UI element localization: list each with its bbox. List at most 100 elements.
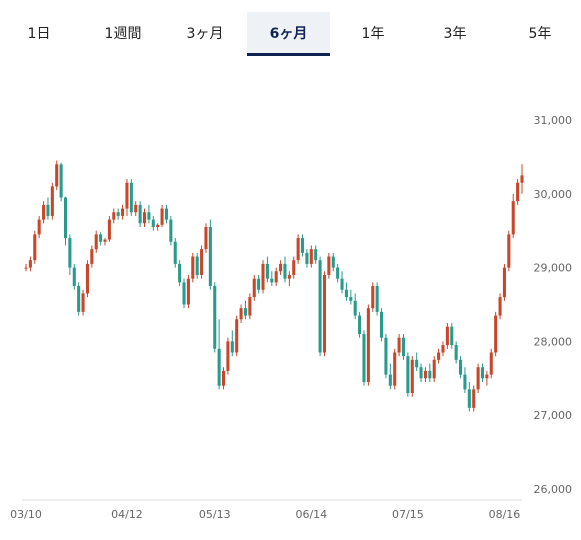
candle-body xyxy=(94,234,98,250)
candle-body xyxy=(331,256,335,268)
candle-body xyxy=(107,219,111,240)
x-tick-label: 08/16 xyxy=(489,508,521,521)
candle-body xyxy=(230,341,234,353)
candle-body xyxy=(406,356,410,394)
candle-body xyxy=(72,267,76,287)
candle-body xyxy=(300,238,305,253)
candle-body xyxy=(243,308,248,316)
candle-body xyxy=(138,204,142,224)
candle-body xyxy=(410,359,414,394)
candle-body xyxy=(340,278,344,290)
candle-body xyxy=(353,300,357,316)
candle-body xyxy=(485,374,489,379)
candle-body xyxy=(322,274,327,353)
candle-body xyxy=(397,337,401,353)
candle-body xyxy=(257,278,261,290)
candle-body xyxy=(213,286,217,349)
candle-body xyxy=(261,263,265,290)
tab-1w[interactable]: 1週間 xyxy=(104,26,142,42)
candle-body xyxy=(489,352,493,375)
candle-body xyxy=(450,326,454,346)
candle-body xyxy=(327,256,331,275)
candle-body xyxy=(393,352,397,386)
candle-body xyxy=(445,326,449,346)
candle-body xyxy=(208,227,212,287)
candle-body xyxy=(520,175,524,183)
candle-body xyxy=(279,263,283,272)
candle-body xyxy=(147,212,151,220)
candle-body xyxy=(415,359,419,368)
candle-body xyxy=(344,289,348,298)
candle-body xyxy=(441,345,445,353)
candle-body xyxy=(99,234,103,242)
candle-body xyxy=(59,164,63,198)
y-tick-label: 26,000 xyxy=(534,483,573,496)
candle-body xyxy=(502,267,506,298)
candle-body xyxy=(252,278,256,298)
candle-body xyxy=(129,182,133,213)
candle-body xyxy=(173,241,177,264)
candle-body xyxy=(24,267,28,269)
candle-body xyxy=(81,293,85,312)
candle-body xyxy=(318,260,322,353)
x-tick-label: 04/12 xyxy=(111,508,143,521)
candle-body xyxy=(366,308,370,382)
candle-body xyxy=(296,238,300,261)
candle-body xyxy=(511,201,515,235)
candle-body xyxy=(125,182,129,209)
candle-body xyxy=(459,359,463,375)
candle-body xyxy=(235,319,239,353)
candle-body xyxy=(46,204,50,216)
candle-body xyxy=(42,204,46,220)
tab-3m[interactable]: 3ヶ月 xyxy=(186,26,224,42)
candle-body xyxy=(77,286,81,312)
candle-body xyxy=(498,297,502,316)
candle-body xyxy=(191,256,195,279)
candle-body xyxy=(85,263,89,294)
candle-body xyxy=(164,208,168,220)
candle-body xyxy=(428,370,432,379)
candle-body xyxy=(182,282,186,305)
candle-body xyxy=(63,197,68,239)
candle-body xyxy=(283,263,287,279)
candle-body xyxy=(33,234,37,261)
tab-1y[interactable]: 1年 xyxy=(361,26,385,42)
candle-body xyxy=(142,212,147,224)
candle-body xyxy=(274,271,278,283)
candle-body xyxy=(270,278,274,283)
candle-body xyxy=(28,260,32,268)
candle-body xyxy=(358,315,362,335)
candle-body xyxy=(467,389,471,408)
tab-3y[interactable]: 3年 xyxy=(443,26,467,42)
candle-body xyxy=(305,252,309,264)
tab-6m[interactable]: 6ヶ月 xyxy=(247,12,330,56)
x-tick-label: 05/13 xyxy=(199,508,231,521)
candle-body xyxy=(90,249,94,264)
candle-body xyxy=(384,337,388,375)
candle-body xyxy=(103,239,107,242)
candle-body xyxy=(349,297,353,301)
candle-body xyxy=(516,182,520,202)
candle-body xyxy=(169,219,173,242)
candle-body xyxy=(309,249,313,264)
tab-5y[interactable]: 5年 xyxy=(528,26,552,42)
candle-body xyxy=(239,308,243,320)
candle-body xyxy=(121,208,125,216)
candle-body xyxy=(287,274,291,279)
candle-body xyxy=(156,224,160,228)
candle-body xyxy=(292,260,296,275)
candle-body xyxy=(401,337,406,357)
y-tick-label: 31,000 xyxy=(534,114,573,127)
candle-body xyxy=(160,208,164,225)
candle-body xyxy=(480,367,485,379)
candle-body xyxy=(134,204,138,213)
candle-body xyxy=(178,263,182,283)
tab-1d[interactable]: 1日 xyxy=(27,26,51,42)
y-tick-label: 28,000 xyxy=(534,335,573,348)
x-tick-label: 06/14 xyxy=(295,508,327,521)
candle-body xyxy=(375,286,379,312)
candle-body xyxy=(226,341,230,371)
candle-body xyxy=(362,334,366,382)
y-tick-label: 29,000 xyxy=(534,262,573,275)
